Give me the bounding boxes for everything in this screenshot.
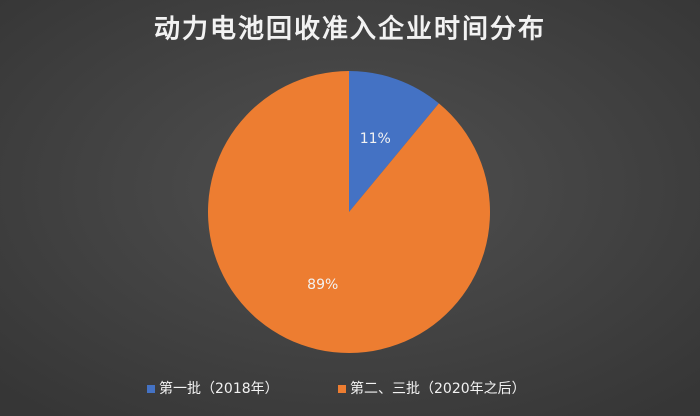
legend-label: 第一批（2018年） [159,380,279,397]
pie-slice [207,71,490,353]
legend-label: 第二、三批（2020年之后） [350,380,526,397]
chart-title: 动力电池回收准入企业时间分布 [154,14,546,45]
data-label: 11% [360,131,391,147]
pie-slice [349,71,439,212]
legend-swatch [147,385,155,393]
data-label: 89% [307,277,338,293]
legend-swatch [338,385,346,393]
